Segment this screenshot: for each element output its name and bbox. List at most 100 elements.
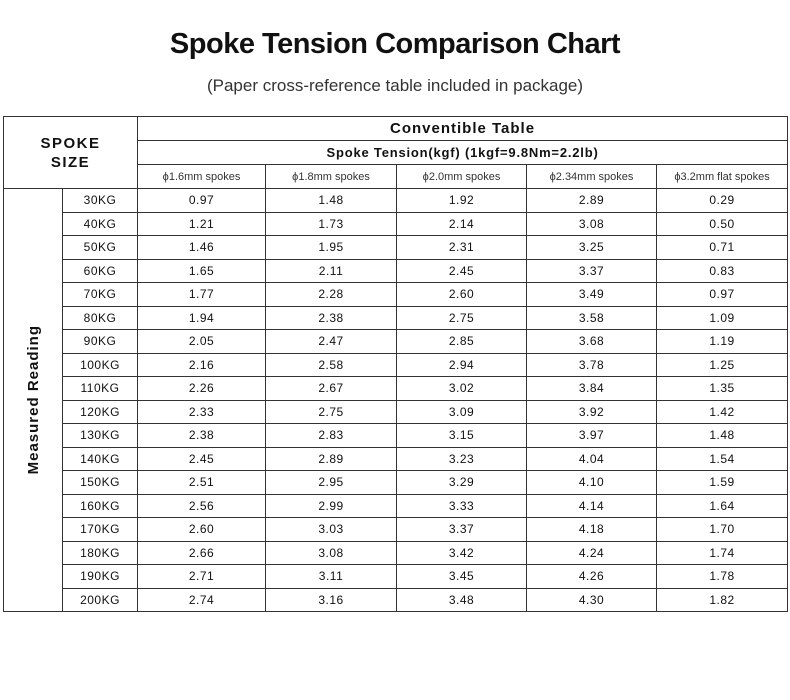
cell: 2.60: [137, 517, 267, 542]
row-label: 130KG: [61, 423, 139, 448]
row: 120KG 2.33 2.75 3.09 3.92 1.42: [4, 399, 789, 424]
cell: 3.48: [396, 587, 528, 612]
cell: 2.14: [396, 211, 528, 236]
cell: 0.97: [137, 188, 267, 213]
cell: 1.92: [396, 188, 528, 213]
cell: 2.89: [265, 446, 398, 471]
cell: 2.74: [137, 587, 267, 612]
cell: 1.19: [656, 329, 789, 354]
cell: 1.48: [656, 423, 789, 448]
row-group-label: Measured Reading: [24, 325, 42, 475]
row: 140KG 2.45 2.89 3.23 4.04 1.54: [4, 446, 789, 471]
cell: 1.25: [656, 352, 789, 377]
cell: 3.37: [526, 258, 658, 283]
cell: 4.30: [526, 587, 658, 612]
subheader: Spoke Tension(kgf) (1kgf=9.8Nm=2.2lb): [137, 140, 789, 165]
cell: 3.11: [265, 564, 398, 589]
row: 70KG 1.77 2.28 2.60 3.49 0.97: [4, 282, 789, 307]
cell: 2.75: [396, 305, 528, 330]
cell: 1.94: [137, 305, 267, 330]
cell: 3.29: [396, 470, 528, 495]
cell: 3.68: [526, 329, 658, 354]
cell: 2.58: [265, 352, 398, 377]
row: 100KG 2.16 2.58 2.94 3.78 1.25: [4, 352, 789, 377]
cell: 2.67: [265, 376, 398, 401]
cell: 1.82: [656, 587, 789, 612]
row: 200KG 2.74 3.16 3.48 4.30 1.82: [4, 587, 789, 612]
cell: 2.71: [137, 564, 267, 589]
row-label: 70KG: [61, 282, 139, 307]
cell: 2.38: [137, 423, 267, 448]
cell: 3.15: [396, 423, 528, 448]
cell: 4.14: [526, 493, 658, 518]
group-title: Conventible Table: [137, 116, 789, 141]
cell: 2.33: [137, 399, 267, 424]
cell: 3.84: [526, 376, 658, 401]
cell: 2.38: [265, 305, 398, 330]
cell: 3.92: [526, 399, 658, 424]
cell: 0.83: [656, 258, 789, 283]
row: 190KG 2.71 3.11 3.45 4.26 1.78: [4, 564, 789, 589]
row: 40KG 1.21 1.73 2.14 3.08 0.50: [4, 211, 789, 236]
column-header: ϕ1.6mm spokes: [137, 164, 267, 189]
cell: 1.77: [137, 282, 267, 307]
cell: 2.83: [265, 423, 398, 448]
cell: 2.56: [137, 493, 267, 518]
cell: 2.31: [396, 235, 528, 260]
tension-table: SPOKE SIZE Conventible Table Spoke Tensi…: [2, 116, 789, 612]
cell: 2.51: [137, 470, 267, 495]
row: 60KG 1.65 2.11 2.45 3.37 0.83: [4, 258, 789, 283]
row-label: 30KG: [61, 188, 139, 213]
row-label: 100KG: [61, 352, 139, 377]
row-label: 60KG: [61, 258, 139, 283]
cell: 3.03: [265, 517, 398, 542]
cell: 2.60: [396, 282, 528, 307]
cell: 4.18: [526, 517, 658, 542]
cell: 1.59: [656, 470, 789, 495]
row-label: 80KG: [61, 305, 139, 330]
cell: 3.09: [396, 399, 528, 424]
cell: 1.73: [265, 211, 398, 236]
row-label: 150KG: [61, 470, 139, 495]
cell: 3.97: [526, 423, 658, 448]
title: Spoke Tension Comparison Chart: [169, 28, 621, 60]
cell: 2.66: [137, 540, 267, 565]
cell: 1.48: [265, 188, 398, 213]
corner-line: SPOKE: [40, 134, 101, 152]
row-label: 50KG: [61, 235, 139, 260]
cell: 1.95: [265, 235, 398, 260]
cell: 4.24: [526, 540, 658, 565]
row: 50KG 1.46 1.95 2.31 3.25 0.71: [4, 235, 789, 260]
row-label: 200KG: [61, 587, 139, 612]
cell: 4.10: [526, 470, 658, 495]
row-label: 170KG: [61, 517, 139, 542]
row: 170KG 2.60 3.03 3.37 4.18 1.70: [4, 517, 789, 542]
cell: 2.45: [396, 258, 528, 283]
cell: 0.29: [656, 188, 789, 213]
cell: 2.85: [396, 329, 528, 354]
cell: 3.37: [396, 517, 528, 542]
cell: 3.23: [396, 446, 528, 471]
cell: 2.89: [526, 188, 658, 213]
corner-cell: SPOKE SIZE: [2, 116, 139, 189]
cell: 2.11: [265, 258, 398, 283]
row-label: 160KG: [61, 493, 139, 518]
cell: 1.46: [137, 235, 267, 260]
row-label: 180KG: [61, 540, 139, 565]
row-label: 140KG: [61, 446, 139, 471]
cell: 3.08: [526, 211, 658, 236]
cell: 2.45: [137, 446, 267, 471]
cell: 1.54: [656, 446, 789, 471]
column-header: ϕ2.34mm spokes: [526, 164, 658, 189]
cell: 1.09: [656, 305, 789, 330]
row: 90KG 2.05 2.47 2.85 3.68 1.19: [4, 329, 789, 354]
cell: 0.97: [656, 282, 789, 307]
cell: 1.70: [656, 517, 789, 542]
cell: 3.49: [526, 282, 658, 307]
cell: 3.08: [265, 540, 398, 565]
column-header: ϕ1.8mm spokes: [265, 164, 398, 189]
cell: 1.42: [656, 399, 789, 424]
column-header: ϕ3.2mm flat spokes: [656, 164, 789, 189]
cell: 3.45: [396, 564, 528, 589]
